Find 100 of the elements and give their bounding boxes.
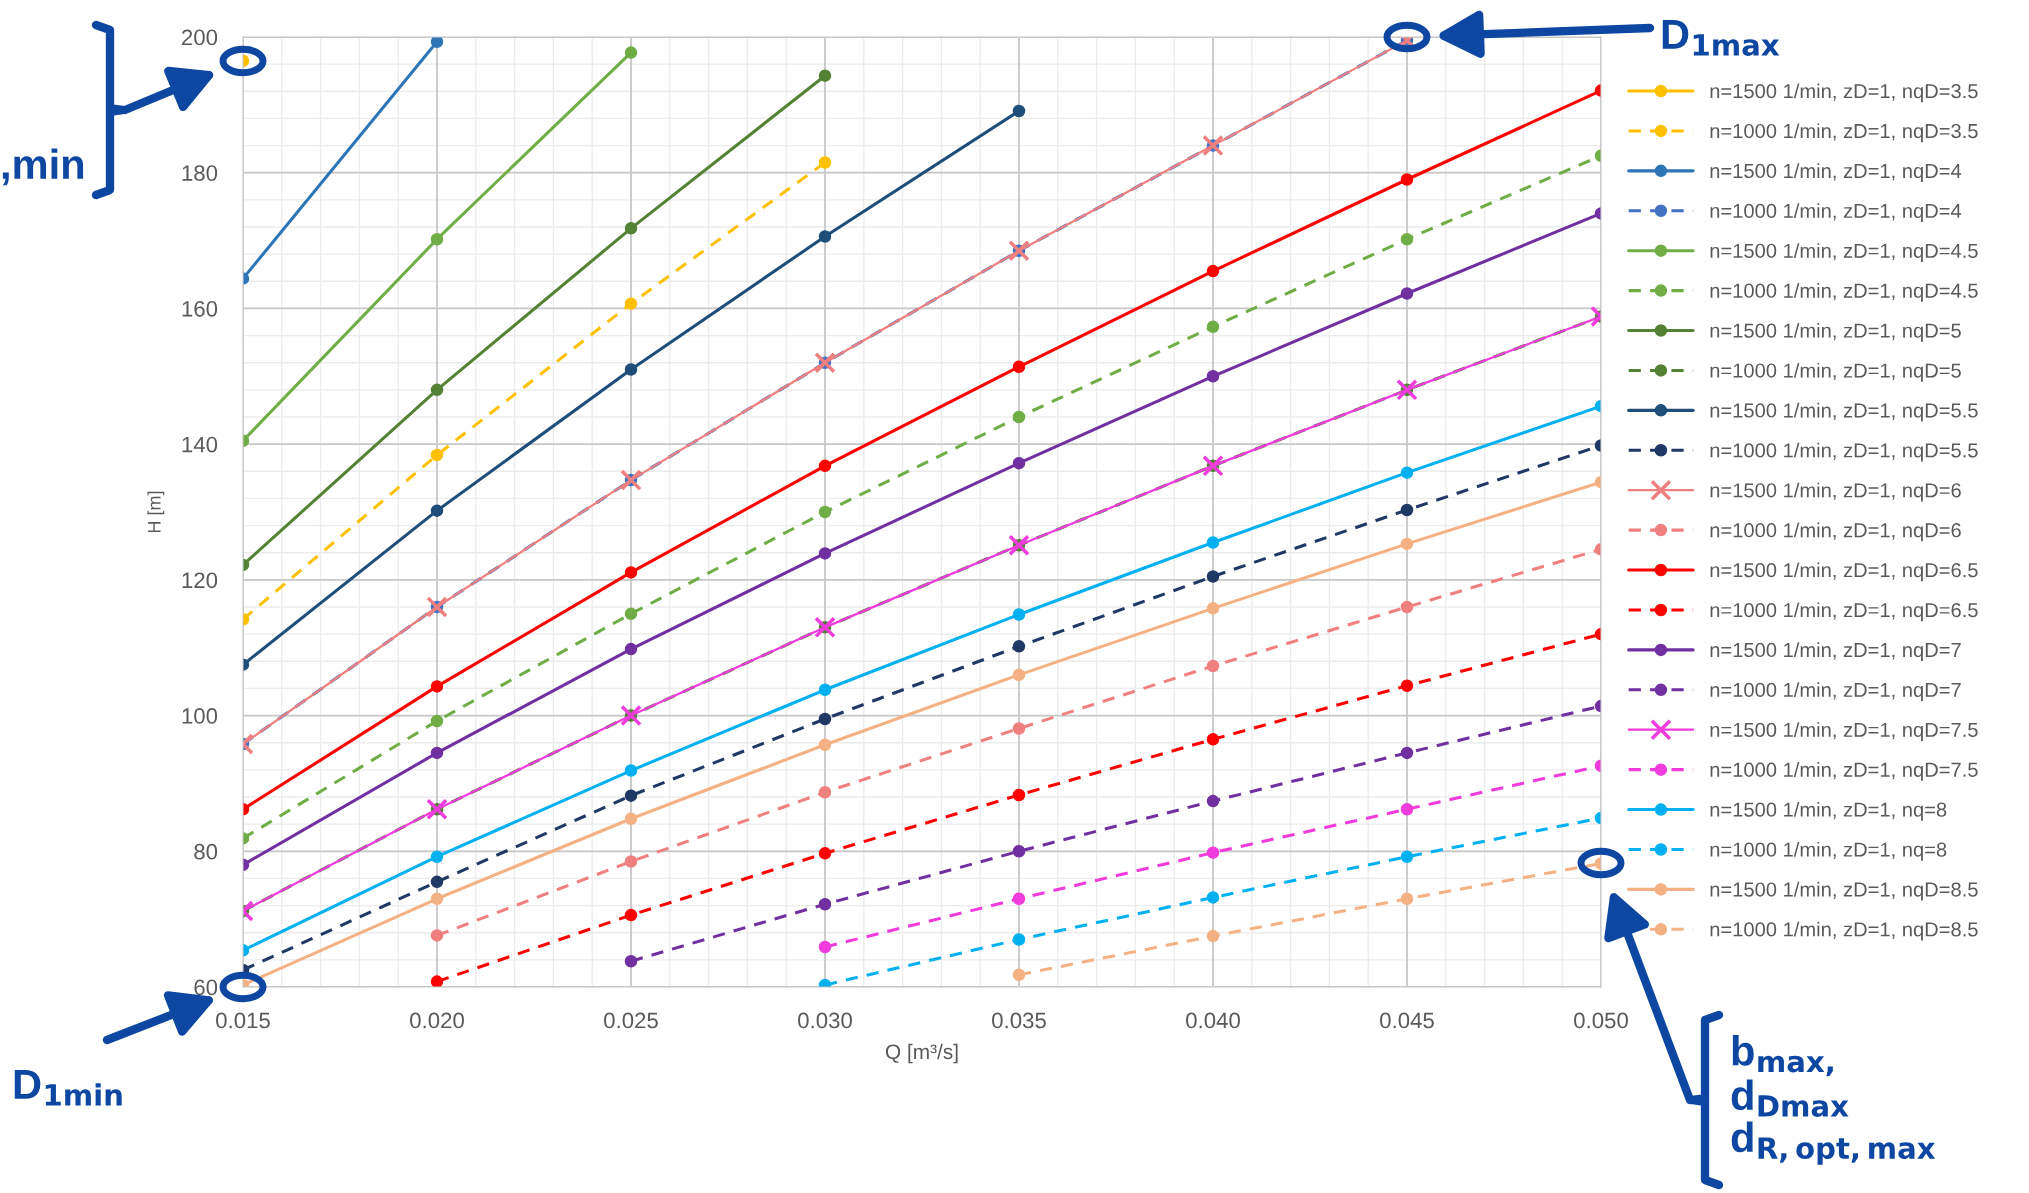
legend-label: n=1500 1/min, zD=1, nqD=4	[1710, 163, 1962, 183]
point	[1206, 846, 1220, 859]
legend-label: n=1000 1/min, zD=1, nqD=4	[1710, 203, 1962, 222]
legend-label: n=1500 1/min, zD=1, nqD=6.5	[1710, 562, 1978, 582]
point	[1400, 173, 1414, 186]
point	[624, 363, 638, 376]
legend-label: n=1500 1/min, zD=1, nqD=4.5	[1710, 243, 1978, 262]
point	[1206, 602, 1220, 615]
legend-label: n=1500 1/min, zD=1, nqD=7.5	[1710, 722, 1978, 741]
legend-label: n=1000 1/min, zD=1, nq=8	[1710, 841, 1947, 861]
point	[430, 232, 444, 246]
point	[818, 738, 832, 752]
point	[1400, 802, 1414, 816]
point	[818, 683, 832, 697]
legend-label: n=1000 1/min, zD=1, nqD=7.5	[1710, 762, 1978, 781]
point	[1008, 239, 1030, 262]
point	[430, 929, 444, 942]
point	[1012, 968, 1026, 982]
point	[1400, 850, 1414, 863]
x-axis-title: Q [m³/s]	[885, 1043, 958, 1064]
point	[624, 297, 638, 310]
point	[1008, 534, 1030, 557]
point	[430, 504, 444, 517]
point	[1400, 746, 1414, 760]
point	[430, 448, 444, 462]
y-tick-label: 80	[194, 843, 218, 860]
point	[1400, 503, 1414, 517]
legend-label: n=1500 1/min, zD=1, nq=8	[1710, 802, 1947, 821]
point	[1012, 410, 1026, 424]
point	[818, 712, 832, 726]
point	[430, 875, 444, 889]
x-tick-label: 0.035	[992, 1012, 1046, 1029]
point	[1206, 570, 1220, 583]
text: D$_{1min}$	[14, 1070, 122, 1106]
y-axis-title: H [m]	[147, 491, 165, 533]
point	[1206, 733, 1220, 746]
point	[818, 230, 832, 243]
point	[1206, 659, 1220, 673]
point	[430, 680, 444, 693]
point	[624, 954, 638, 968]
point	[624, 908, 638, 922]
point	[814, 351, 836, 374]
point	[430, 383, 444, 397]
point	[1012, 722, 1026, 735]
text: ,min	[2, 148, 84, 186]
point	[1206, 370, 1220, 383]
point	[1206, 264, 1220, 278]
point	[430, 850, 444, 863]
point	[1400, 466, 1414, 479]
text: D$_{1max}$	[1662, 20, 1780, 56]
y-tick-label: 180	[182, 165, 218, 181]
legend-label: n=1500 1/min, zD=1, nqD=3.5	[1710, 83, 1978, 103]
x-tick-label: 0.025	[604, 1012, 658, 1029]
y-tick-label: 60	[194, 979, 218, 996]
point	[624, 222, 638, 235]
point	[1400, 232, 1414, 246]
point	[818, 847, 832, 860]
legend-label: n=1500 1/min, zD=1, nqD=6	[1710, 482, 1961, 502]
point	[1400, 287, 1414, 300]
legend-label: n=1000 1/min, zD=1, nqD=5	[1710, 362, 1961, 382]
point	[1012, 892, 1026, 906]
y-tick-label: 140	[182, 436, 218, 453]
point	[1206, 891, 1220, 904]
point	[624, 46, 638, 59]
point	[1206, 929, 1220, 943]
point	[818, 505, 832, 519]
point	[1400, 679, 1414, 692]
point	[1012, 845, 1026, 858]
point	[1012, 456, 1026, 470]
legend-label: n=1000 1/min, zD=1, nqD=6	[1710, 522, 1961, 542]
x-tick-label: 0.030	[798, 1012, 852, 1029]
x-tick-label: 0.050	[1574, 1012, 1628, 1029]
point	[624, 812, 638, 825]
point	[1400, 892, 1414, 906]
point	[1206, 794, 1220, 808]
point	[818, 785, 832, 799]
point	[1012, 788, 1026, 802]
point	[818, 459, 832, 473]
point	[430, 714, 444, 728]
point	[818, 897, 832, 911]
point	[430, 892, 444, 906]
point	[818, 69, 832, 82]
point	[814, 616, 836, 639]
point	[1012, 668, 1026, 682]
point	[624, 764, 638, 777]
legend-label: n=1000 1/min, zD=1, nqD=6.5	[1710, 602, 1978, 622]
point	[430, 975, 444, 987]
point	[624, 607, 638, 621]
point	[624, 642, 638, 656]
y-tick-label: 200	[182, 29, 218, 46]
x-tick-label: 0.040	[1186, 1012, 1240, 1029]
point	[818, 156, 832, 169]
point	[1400, 537, 1414, 551]
legend-label: n=1500 1/min, zD=1, nqD=7	[1710, 642, 1961, 662]
point	[1012, 933, 1026, 946]
point	[818, 547, 832, 560]
point	[624, 566, 638, 579]
point	[1206, 320, 1220, 334]
point	[624, 789, 638, 802]
point	[624, 855, 638, 868]
